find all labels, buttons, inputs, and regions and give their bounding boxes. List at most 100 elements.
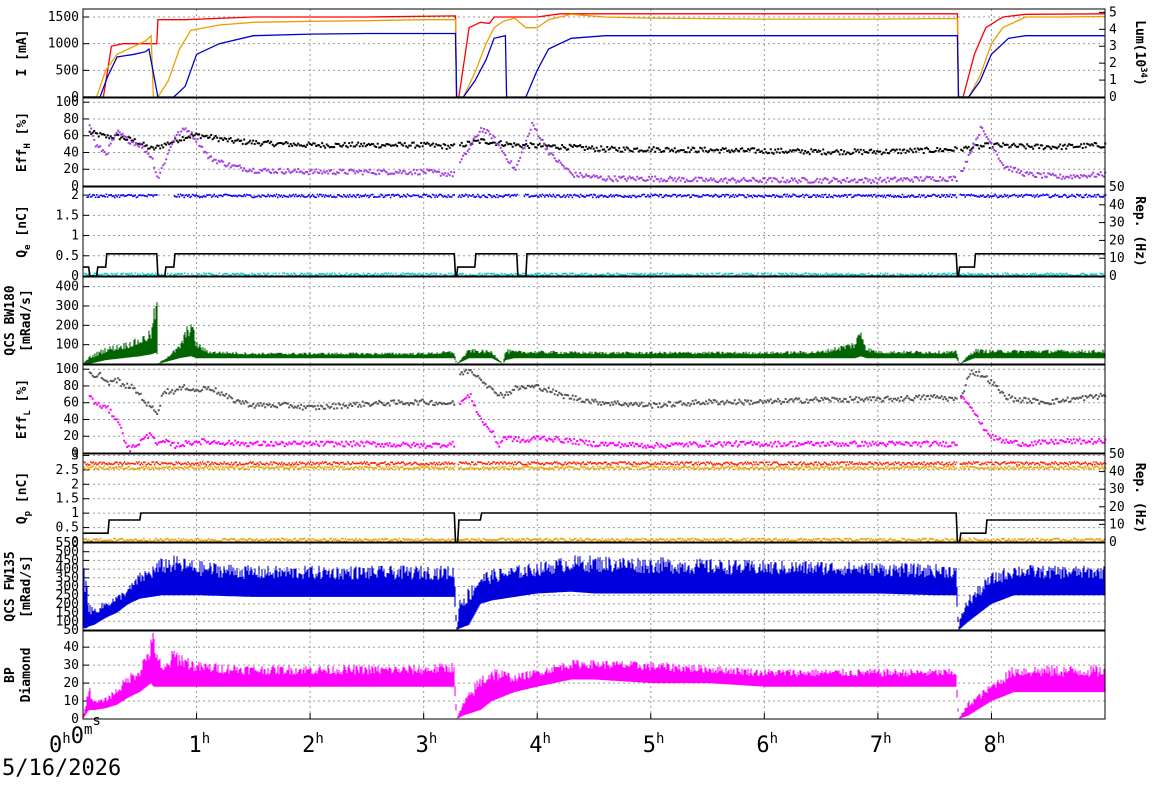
y-axis-label: EffL [%] xyxy=(15,379,33,439)
panel-frame xyxy=(82,97,1106,187)
y-tick-label: 0.5 xyxy=(56,249,79,264)
y2-tick-label: 4 xyxy=(1109,22,1117,37)
x-tick-label: 5h xyxy=(643,731,665,758)
y-tick-label: 0.5 xyxy=(56,521,79,536)
panel-frame xyxy=(82,542,1106,631)
y2-axis-label: Lum(1034) xyxy=(1132,20,1148,86)
y-tick-label: 60 xyxy=(63,396,79,411)
y-tick-label: 200 xyxy=(56,597,79,612)
y-tick-label: 450 xyxy=(56,553,79,568)
x-tick-label: 6h xyxy=(756,731,778,758)
y-tick-label: 80 xyxy=(63,379,79,394)
y-tick-label: 0 xyxy=(71,269,79,284)
y2-tick-label: 5 xyxy=(1109,5,1117,20)
y-tick-label: 1500 xyxy=(48,10,79,25)
y-tick-label: 40 xyxy=(63,145,79,160)
y-tick-label: 0 xyxy=(71,90,79,105)
y-tick-label: 100 xyxy=(56,614,79,629)
y2-tick-label: 50 xyxy=(1109,180,1125,195)
y-tick-label: 2 xyxy=(71,477,79,492)
y-tick-label: 0 xyxy=(71,712,79,727)
y-tick-label: 50 xyxy=(63,623,79,638)
y2-tick-label: 0 xyxy=(1109,535,1117,550)
x-tick-label: 8h xyxy=(983,731,1005,758)
x-tick-label: 0h0ms xyxy=(49,713,101,758)
y-axis-label: QCS FW135 xyxy=(3,551,18,621)
y-tick-label: 1.5 xyxy=(56,492,79,507)
panel-frame xyxy=(82,8,1106,98)
series-efficiency-ler-0 xyxy=(88,368,1107,415)
panel-frame xyxy=(82,276,1106,365)
y-tick-label: 80 xyxy=(63,112,79,127)
y2-tick-label: 50 xyxy=(1109,447,1125,462)
y-tick-label: 40 xyxy=(63,640,79,655)
series-electron-charge-0 xyxy=(86,193,1107,199)
series-qcs-bw180-0 xyxy=(83,302,1106,364)
y-tick-label: 2.5 xyxy=(56,463,79,478)
y-tick-label: 1 xyxy=(71,506,79,521)
panel-frame xyxy=(82,453,1106,543)
y-tick-label: 1 xyxy=(71,229,79,244)
y-axis-label: Qp [nC] xyxy=(15,472,33,524)
y-tick-label: 400 xyxy=(56,280,79,295)
y-axis-label: Qe [nC] xyxy=(15,205,33,257)
series-beam-currents-1 xyxy=(83,13,1106,98)
x-tick-label: 3h xyxy=(416,731,438,758)
y-tick-label: 200 xyxy=(56,318,79,333)
y2-tick-label: 40 xyxy=(1109,465,1125,480)
y-tick-label: 20 xyxy=(63,676,79,691)
series-positron-charge-2 xyxy=(83,537,1106,543)
y2-tick-label: 20 xyxy=(1109,233,1125,248)
panel-qcs-bw180: 100 200 300 400 QCS BW180 [mRad/s] xyxy=(3,276,1106,365)
y2-axis-label: Rep. (Hz) xyxy=(1132,463,1147,533)
y-tick-label: 250 xyxy=(56,588,79,603)
y2-tick-label: 1 xyxy=(1109,73,1117,88)
y-tick-label: 60 xyxy=(63,129,79,144)
x-tick-label: 1h xyxy=(189,731,211,758)
panel-frame xyxy=(82,186,1106,277)
y-tick-label: 20 xyxy=(63,429,79,444)
y-tick-label: 3 xyxy=(71,448,79,463)
y-tick-label: 10 xyxy=(63,694,79,709)
y-tick-label: 0 xyxy=(71,535,79,550)
y-tick-label: 0 xyxy=(71,446,79,461)
y-tick-label: 100 xyxy=(56,95,79,110)
y-tick-label: 100 xyxy=(56,362,79,377)
series-positron-charge-0 xyxy=(83,461,1107,466)
y2-tick-label: 30 xyxy=(1109,216,1125,231)
y-axis-label-units: [mRad/s] xyxy=(19,289,34,352)
y-tick-label: 150 xyxy=(56,606,79,621)
y-tick-label: 2 xyxy=(71,188,79,203)
y-tick-label: 30 xyxy=(63,658,79,673)
y-tick-label: 500 xyxy=(56,63,79,78)
series-qcs-fw135-0 xyxy=(82,555,1106,630)
y2-tick-label: 30 xyxy=(1109,482,1125,497)
y2-tick-label: 10 xyxy=(1109,251,1125,266)
date-label: 5/16/2026 xyxy=(2,756,122,781)
y2-tick-label: 10 xyxy=(1109,517,1125,532)
series-electron-charge-2 xyxy=(83,253,1105,277)
series-bp-diamond-0 xyxy=(83,632,1106,719)
y2-tick-label: 0 xyxy=(1109,269,1117,284)
series-beam-currents-2 xyxy=(83,32,1105,98)
y-axis-label: QCS BW180 xyxy=(3,285,18,356)
y-tick-label: 20 xyxy=(63,162,79,177)
y2-tick-label: 0 xyxy=(1109,90,1117,105)
y-tick-label: 40 xyxy=(63,412,79,427)
x-tick-label: 2h xyxy=(302,731,324,758)
y2-tick-label: 3 xyxy=(1109,39,1117,54)
y-tick-label: 100 xyxy=(56,338,79,353)
x-tick-label: 4h xyxy=(529,731,551,758)
series-efficiency-her-0 xyxy=(88,130,1107,156)
panel-frame xyxy=(82,364,1106,454)
series-positron-charge-1 xyxy=(83,465,1107,471)
y-tick-label: 550 xyxy=(56,536,79,551)
y-tick-label: 300 xyxy=(56,299,79,314)
panel-bp-diamond: 0 10 20 30 40 BP Diamond xyxy=(3,630,1106,727)
time-axis: 0h0ms 1h 2h 3h 4h 5h 6h 7h 8h xyxy=(49,713,1005,758)
